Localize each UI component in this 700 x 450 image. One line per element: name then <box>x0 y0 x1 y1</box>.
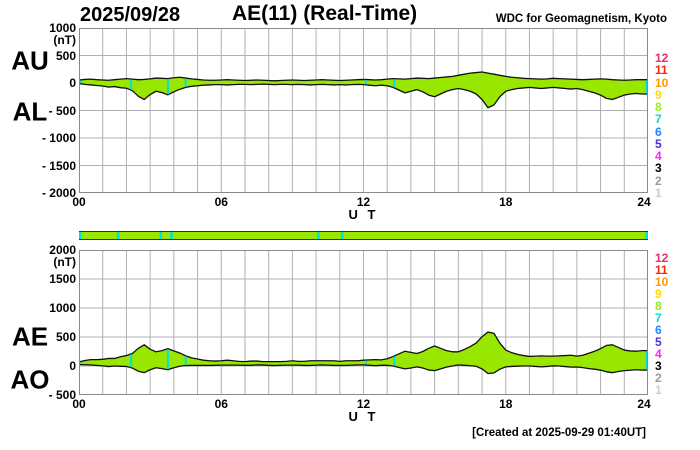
grid-lines <box>79 250 648 395</box>
station-count-au-al-9: 9 <box>655 87 662 102</box>
x-tick-ae-ao-24: 24 <box>637 397 651 411</box>
y-tick-au-al-1000: 1000 <box>49 21 76 35</box>
data-availability-bar <box>79 231 648 240</box>
ae-ao-chart <box>79 250 648 395</box>
plot-date: 2025/09/28 <box>80 4 181 26</box>
y-tick-au-al-500: 500 <box>55 48 76 63</box>
station-count-au-al-10: 10 <box>655 75 669 90</box>
station-count-au-al-11: 11 <box>655 63 668 78</box>
y-tick-au-al--1000: - 1000 <box>41 131 76 145</box>
station-count-ae-ao-11: 11 <box>655 263 668 277</box>
station-count-ae-ao-2: 2 <box>655 371 662 385</box>
y-unit-au-al: (nT) <box>53 33 76 47</box>
y-tick-au-al--500: - 500 <box>48 103 76 118</box>
bar-gap-marks <box>79 232 648 239</box>
station-count-au-al-7: 7 <box>655 112 662 127</box>
station-count-au-al-4: 4 <box>655 149 662 164</box>
y-tick-ae-ao-1000: 1000 <box>49 301 76 315</box>
station-count-ae-ao-10: 10 <box>655 275 669 289</box>
station-count-ae-ao-12: 12 <box>655 251 669 265</box>
grid-lines <box>79 28 648 193</box>
y-tick-au-al--1500: - 1500 <box>41 158 76 173</box>
y-tick-ae-ao-2000: 2000 <box>49 243 76 257</box>
y-tick-au-al--2000: - 2000 <box>41 186 76 200</box>
y-tick-ae-ao-500: 500 <box>55 330 76 344</box>
x-tick-au-al-06: 06 <box>214 195 228 209</box>
x-tick-ae-ao-06: 06 <box>214 397 228 411</box>
station-count-au-al-3: 3 <box>655 161 662 176</box>
x-tick-ae-ao-00: 00 <box>72 397 86 411</box>
station-count-au-al-12: 12 <box>655 51 669 65</box>
station-count-ae-ao-9: 9 <box>655 287 662 301</box>
station-count-au-al-5: 5 <box>655 136 662 151</box>
station-count-ae-ao-4: 4 <box>655 347 662 361</box>
station-count-ae-ao-6: 6 <box>655 323 662 337</box>
index-label-au: AU <box>11 45 49 76</box>
x-tick-au-al-18: 18 <box>499 195 513 209</box>
index-label-al: AL <box>12 96 48 127</box>
station-count-ae-ao-3: 3 <box>655 359 662 373</box>
data-gap-marks <box>79 349 648 370</box>
station-count-ae-ao-8: 8 <box>655 299 662 313</box>
data-gap-marks <box>79 78 648 95</box>
y-tick-ae-ao-1500: 1500 <box>49 272 76 286</box>
x-axis-label-au-al: U T <box>348 207 379 222</box>
y-unit-ae-ao: (nT) <box>53 255 76 269</box>
x-tick-ae-ao-18: 18 <box>499 397 513 411</box>
y-tick-au-al-0: 0 <box>69 76 76 90</box>
index-band <box>79 331 648 375</box>
au-al-chart <box>79 28 648 193</box>
index-band <box>79 71 648 109</box>
x-tick-au-al-12: 12 <box>356 195 371 209</box>
x-tick-au-al-24: 24 <box>637 195 651 209</box>
x-tick-ae-ao-12: 12 <box>356 397 371 411</box>
y-tick-ae-ao--500: - 500 <box>48 388 76 402</box>
station-count-ae-ao-7: 7 <box>655 311 662 325</box>
page-title: AE(11) (Real-Time) <box>232 2 418 25</box>
organization-label: WDC for Geomagnetism, Kyoto <box>495 13 667 25</box>
station-count-ae-ao-1: 1 <box>655 383 662 397</box>
station-count-ae-ao-5: 5 <box>655 335 662 349</box>
station-count-au-al-2: 2 <box>655 173 662 188</box>
x-tick-au-al-00: 00 <box>72 195 86 209</box>
y-tick-ae-ao-0: 0 <box>69 359 76 373</box>
index-label-ae: AE <box>11 321 49 352</box>
station-count-au-al-6: 6 <box>655 124 662 139</box>
station-count-au-al-1: 1 <box>655 185 662 200</box>
station-count-au-al-8: 8 <box>655 100 662 115</box>
created-timestamp: [Created at 2025-09-29 01:40UT] <box>472 427 646 439</box>
x-axis-label-ae-ao: U T <box>348 409 379 424</box>
index-label-ao: AO <box>10 364 50 395</box>
